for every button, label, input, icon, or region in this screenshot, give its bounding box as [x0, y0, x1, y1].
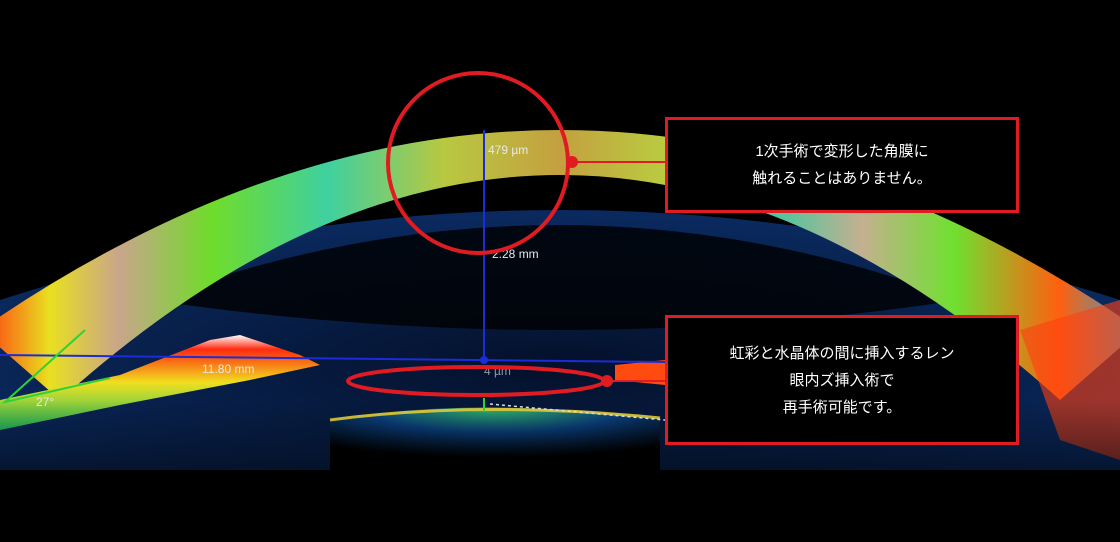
measure-point: [480, 356, 488, 364]
callout-cornea: 1次手術で変形した角膜に 触れることはありません。: [665, 117, 1019, 213]
lens-dashed-line: [489, 403, 666, 421]
corneal-thickness-label: 479 µm: [488, 143, 528, 157]
callout-dot-1: [566, 156, 578, 168]
angle-label: 27°: [36, 395, 54, 409]
ata-label: 11.80 mm: [202, 362, 254, 376]
callout-line: 虹彩と水晶体の間に挿入するレン: [729, 344, 955, 362]
callout-line: 1次手術で変形した角膜に: [755, 143, 929, 160]
chamber-dark-center: [150, 225, 960, 330]
callout-line: 触れることはありません。: [752, 170, 932, 187]
iris-right: [615, 360, 665, 385]
callout-line: 眼内ズ挿入術で: [789, 371, 895, 389]
angle-lines: [1, 329, 111, 404]
callout-lens: 虹彩と水晶体の間に挿入するレン 眼内ズ挿入術で 再手術可能です。: [665, 315, 1019, 445]
ata-measure-line: [0, 354, 666, 363]
callout-dot-2: [601, 375, 613, 387]
callout-line: 再手術可能です。: [782, 398, 902, 416]
